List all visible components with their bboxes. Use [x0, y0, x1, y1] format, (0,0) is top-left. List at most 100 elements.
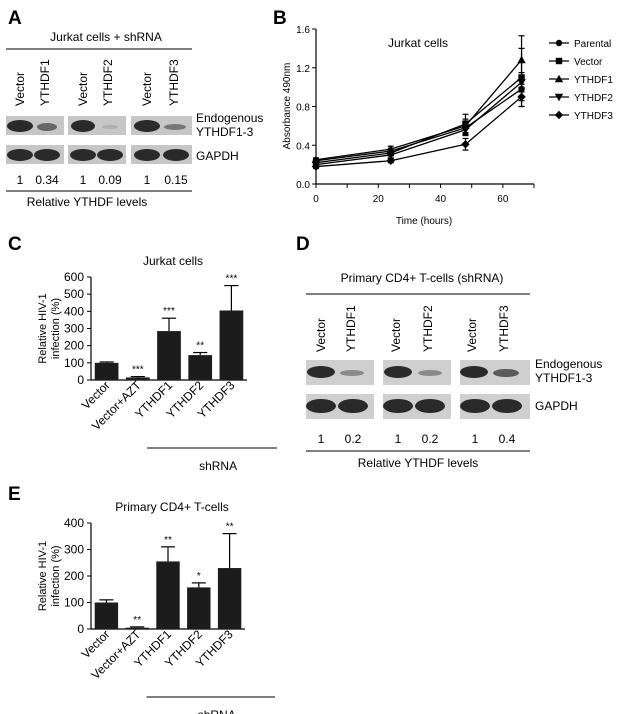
panel-a-blot-gapdh: [6, 145, 192, 164]
panel-b-legend-marker: [554, 93, 564, 102]
panel-b: B 0 20 40 60 0.0 0.4 0.8 1.2 1.6 Jurkat cells Time…: [273, 8, 613, 227]
panel-b-series-line: [315, 88, 522, 162]
panel-d-value-2: 0.2: [345, 432, 362, 446]
panel-d-footer: Relative YTHDF levels: [358, 456, 478, 470]
panel-c-title: Jurkat cells: [143, 254, 203, 268]
panel-c-significance: **: [196, 341, 204, 352]
panel-a-footer: Relative YTHDF levels: [27, 195, 147, 209]
panel-a-title: Jurkat cells + shRNA: [50, 30, 162, 44]
panel-b-point: [461, 126, 470, 134]
panel-d-lane-4: YTHDF2: [421, 305, 435, 352]
panel-e-bar-vector-azt: [125, 627, 149, 629]
panel-c-group-label: shRNA: [199, 459, 237, 473]
panel-a-value-2: 0.34: [35, 173, 59, 187]
panel-c-y-tick-label: 200: [64, 339, 84, 353]
panel-b-legend-marker: [554, 74, 564, 83]
panel-a-value-6: 0.15: [164, 173, 188, 187]
panel-a-row-label-2: YTHDF1-3: [196, 125, 254, 139]
panel-b-legend-marker: [555, 57, 563, 65]
panel-b-point: [461, 140, 470, 149]
panel-c-y-tick-label: 100: [64, 356, 84, 370]
panel-a-value-3: 1: [80, 173, 87, 187]
panel-b-series-line: [315, 59, 523, 161]
panel-a-blot-yth: [6, 116, 192, 135]
panel-b-series-line: [315, 81, 522, 166]
panel-c-bar-ythdf1: [157, 331, 181, 380]
panel-d-value-3: 1: [395, 432, 402, 446]
panel-b-y-axis-label: Absorbance 490nm: [282, 63, 293, 150]
panel-e-label: E: [8, 484, 21, 505]
panel-b-x-tick-label: 60: [497, 194, 509, 205]
panel-a-lane-2: YTHDF1: [38, 59, 52, 106]
panel-a-value-1: 1: [17, 173, 24, 187]
panel-b-legend-label: YTHDF1: [574, 75, 613, 86]
panel-c-significance: ***: [132, 365, 144, 376]
panel-a-lane-5: Vector: [140, 72, 154, 106]
panel-b-legend-marker: [554, 110, 564, 120]
panel-c-chart: 0 100 200 300 400 500 600 Jurkat cells Relative …: [37, 254, 277, 473]
panel-c-y-tick-label: 600: [64, 270, 84, 284]
panel-b-legend-label: Parental: [574, 39, 611, 50]
panel-a-value-4: 0.09: [98, 173, 122, 187]
panel-d-title: Primary CD4+ T-cells (shRNA): [341, 271, 504, 285]
panel-b-legend-label: Vector: [574, 57, 603, 68]
panel-b-legend-label: YTHDF3: [574, 111, 613, 122]
panel-b-x-tick-label: 40: [435, 194, 447, 205]
panel-d-label: D: [296, 234, 310, 255]
panel-b-title: Jurkat cells: [388, 36, 448, 50]
panel-e-bar-ythdf1: [156, 561, 180, 629]
panel-b-series-line: [315, 76, 522, 164]
panel-c-y-tick-label: 400: [64, 304, 84, 318]
panel-d-value-4: 0.2: [422, 432, 439, 446]
panel-d-lane-3: Vector: [389, 318, 403, 352]
panel-d-row-label-1: Endogenous: [535, 357, 602, 371]
panel-e-chart: 0 100 200 300 400 Primary CD4+ T-cells Relativ…: [37, 500, 275, 714]
panel-c-label: C: [8, 234, 22, 255]
panel-e-y-tick-label: 300: [64, 543, 84, 557]
panel-e-y-tick-label: 0: [77, 622, 84, 636]
panel-b-point: [517, 92, 526, 102]
panel-b-y-tick-label: 0.4: [296, 141, 310, 152]
panel-c-y-tick-label: 500: [64, 287, 84, 301]
panel-e-bar-ythdf2: [187, 587, 211, 629]
panel-e-y-axis-label-2: infection (%): [50, 545, 62, 606]
panel-c-y-axis-label-1: Relative HIV-1: [37, 293, 49, 363]
panel-e: E 0 100 200 300 400 Primary CD4+ T-cells Relat…: [8, 484, 275, 714]
panel-d: D Primary CD4+ T-cells (shRNA) Vector YT…: [296, 234, 602, 470]
panel-e-significance: **: [226, 522, 234, 533]
panel-c-y-tick-label: 300: [64, 322, 84, 336]
panel-d-value-6: 0.4: [499, 432, 516, 446]
panel-b-point: [386, 151, 395, 160]
panel-d-blot-yth: [306, 360, 530, 385]
panel-d-lane-5: Vector: [465, 318, 479, 352]
panel-c-bar-ythdf2: [188, 355, 213, 380]
panel-b-point: [517, 79, 526, 87]
panel-b-point: [386, 156, 395, 165]
panel-d-row-label-2: YTHDF1-3: [535, 371, 593, 385]
panel-b-y-tick-label: 1.2: [296, 64, 310, 75]
panel-b-point: [517, 55, 526, 64]
panel-b-x-tick-label: 20: [373, 194, 385, 205]
panel-e-y-tick-label: 400: [64, 516, 84, 530]
panel-a-label: A: [8, 8, 22, 29]
panel-d-lane-1: Vector: [314, 318, 328, 352]
panel-c-y-tick-label: 0: [77, 373, 84, 387]
panel-e-title: Primary CD4+ T-cells: [115, 500, 228, 514]
panel-b-series-ythdf1: [311, 35, 526, 163]
panel-d-blot-gapdh: [306, 394, 530, 419]
panel-b-y-tick-label: 1.6: [296, 25, 310, 36]
panel-e-bar-ythdf3: [217, 568, 242, 629]
panel-a-lane-3: Vector: [76, 72, 90, 106]
panel-d-lane-6: YTHDF3: [497, 305, 511, 352]
panel-e-y-tick-label: 200: [64, 569, 84, 583]
panel-b-label: B: [273, 8, 287, 29]
panel-b-series-ythdf3: [311, 86, 526, 171]
panel-b-x-tick-label: 0: [313, 194, 319, 205]
panel-b-chart: 0 20 40 60 0.0 0.4 0.8 1.2 1.6 Jurkat cells Time (…: [282, 25, 613, 227]
panel-e-significance: **: [133, 615, 141, 626]
panel-b-series-line: [315, 96, 522, 168]
panel-a-row-label-3: GAPDH: [196, 149, 239, 163]
panel-b-y-tick-label: 0.0: [296, 180, 310, 191]
panel-b-point: [311, 162, 321, 171]
